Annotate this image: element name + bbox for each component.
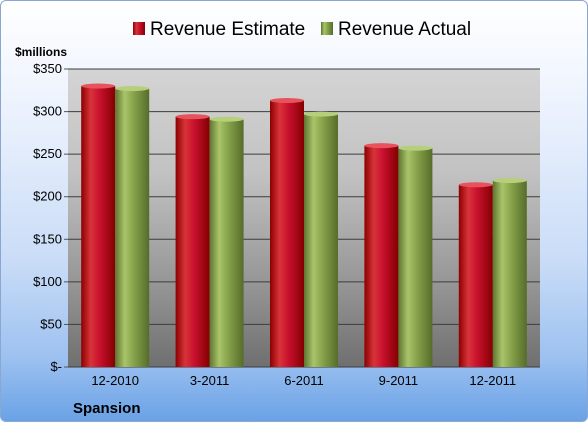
y-axis-ticks: $- $50 $100 $150 $200 $250 $300 $350 (33, 61, 68, 374)
bar-cap (304, 111, 338, 117)
legend-swatch (321, 22, 333, 35)
y-tick-label: $- (50, 359, 62, 374)
legend-label: Revenue Actual (338, 19, 471, 40)
bar-cap (175, 114, 210, 120)
bar-cap (398, 145, 433, 151)
y-tick-label: $150 (33, 231, 62, 246)
bar-cap (209, 116, 244, 122)
legend: Revenue Estimate Revenue Actual (133, 19, 471, 40)
y-tick-label: $100 (33, 274, 62, 289)
bar-actual (209, 119, 244, 367)
x-tick-label: 9-2011 (379, 373, 419, 388)
bar-actual (492, 180, 527, 367)
bar-estimate (175, 116, 210, 368)
bar-cap (81, 83, 116, 89)
bars (81, 83, 527, 368)
y-tick-label: $300 (33, 104, 62, 119)
bar-actual (115, 88, 150, 367)
legend-label: Revenue Estimate (150, 19, 305, 40)
x-tick-label: 12-2011 (469, 373, 516, 388)
bar-cap (364, 143, 399, 149)
legend-swatch (133, 22, 145, 35)
bar-estimate (364, 145, 399, 367)
bar-cap (115, 86, 150, 92)
company-name: Spansion (73, 400, 141, 417)
bar-actual (398, 148, 433, 367)
bar-cap (492, 178, 527, 184)
x-tick-label: 12-2010 (91, 373, 139, 388)
bar-estimate (270, 100, 304, 367)
y-tick-label: $50 (40, 316, 62, 331)
x-tick-label: 6-2011 (284, 373, 324, 388)
bar-actual (304, 114, 338, 367)
bar-cap (458, 182, 493, 188)
bar-estimate (81, 86, 116, 368)
x-tick-label: 3-2011 (190, 373, 230, 388)
y-tick-label: $200 (33, 189, 62, 204)
y-tick-label: $250 (33, 146, 62, 161)
y-tick-label: $350 (33, 61, 62, 76)
x-axis-ticks: 12-2010 3-2011 6-2011 9-2011 12-2011 (91, 373, 516, 388)
bar-estimate (458, 184, 493, 367)
y-units-label: $millions (15, 45, 67, 59)
bar-cap (270, 98, 304, 104)
